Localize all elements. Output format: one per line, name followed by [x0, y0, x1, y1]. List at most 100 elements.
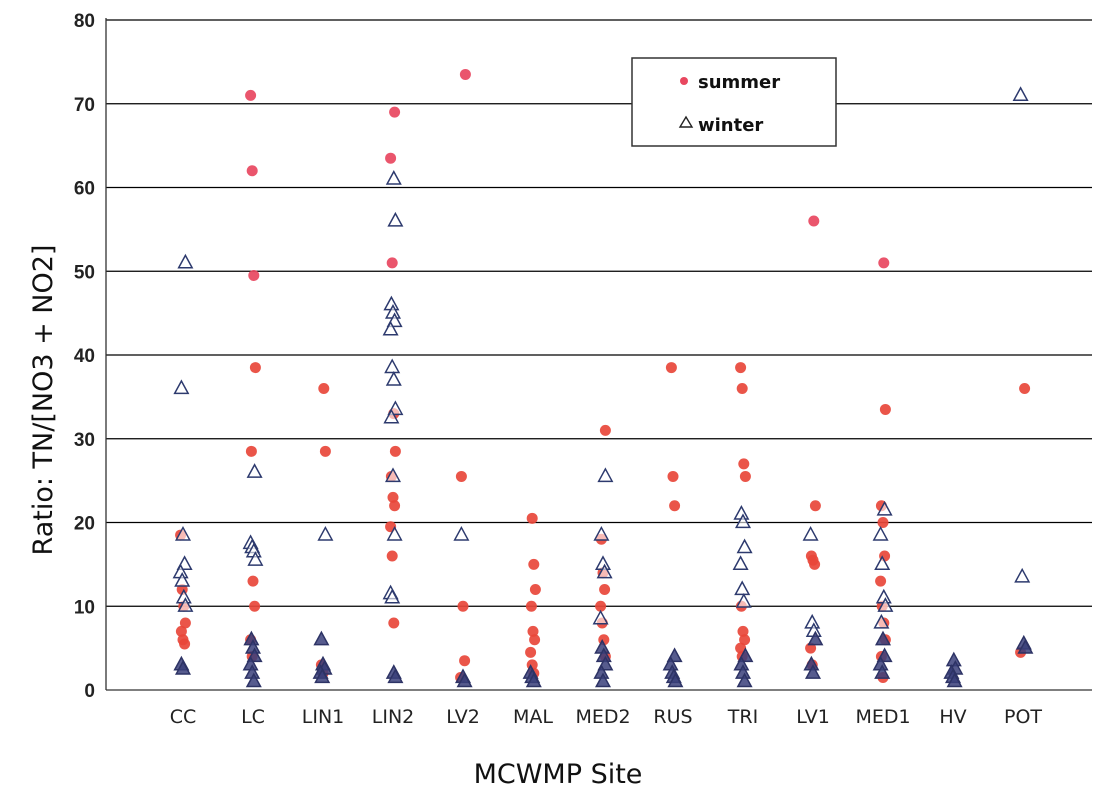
- summer-point: [385, 152, 397, 164]
- winter-point: [874, 555, 891, 570]
- winter-point: [525, 672, 542, 688]
- summer-point: [737, 625, 749, 637]
- summer-point: [877, 517, 889, 528]
- legend-box: [631, 57, 837, 147]
- summer-point: [526, 512, 538, 524]
- winter-point: [876, 500, 893, 516]
- summer-point: [879, 403, 891, 415]
- winter-point: [384, 467, 402, 483]
- winter-point: [736, 538, 753, 554]
- summer-point: [248, 269, 260, 281]
- summer-point: [735, 642, 747, 654]
- winter-point: [177, 253, 194, 269]
- summer-point: [247, 575, 259, 587]
- y-tick-label: 80: [74, 11, 95, 32]
- y-tick-label: 40: [74, 346, 95, 367]
- winter-point: [802, 525, 819, 541]
- summer-point: [738, 458, 750, 470]
- legend-summer-marker: [680, 77, 688, 85]
- winter-point: [873, 613, 890, 629]
- winter-point: [734, 513, 752, 529]
- x-axis-title: MCWMP Site: [474, 759, 643, 790]
- summer-point: [389, 106, 401, 118]
- x-tick-label: MED1: [855, 706, 910, 728]
- winter-point: [246, 463, 263, 478]
- legend-winter-label: winter: [698, 115, 763, 136]
- summer-point: [459, 655, 471, 667]
- winter-point: [387, 668, 404, 684]
- summer-point: [387, 491, 399, 503]
- summer-point: [527, 625, 539, 637]
- x-tick-label: LIN2: [372, 706, 415, 728]
- summer-point: [319, 445, 331, 457]
- winter-point: [313, 630, 330, 646]
- winter-point: [946, 672, 963, 688]
- winter-point: [314, 668, 331, 684]
- summer-point: [525, 600, 537, 612]
- winter-point: [174, 572, 191, 587]
- winter-point: [173, 379, 190, 395]
- winter-point: [382, 320, 399, 336]
- data-points: [172, 68, 1034, 688]
- summer-point: [246, 165, 258, 177]
- x-tick-label: MED2: [575, 706, 630, 728]
- y-axis-title: Ratio: TN/[NO3 + NO2]: [28, 245, 59, 556]
- winter-point: [597, 467, 614, 483]
- winter-point: [383, 408, 400, 424]
- x-tick-label: LV1: [796, 706, 830, 728]
- y-tick-label: 10: [74, 597, 95, 618]
- summer-point: [386, 257, 398, 269]
- x-tick-label: LC: [241, 706, 265, 728]
- winter-point: [874, 630, 892, 646]
- winter-point: [807, 630, 824, 646]
- summer-point: [175, 625, 187, 637]
- x-tick-labels: CC LC LIN1 LIN2 LV2 MAL MED2 RUS TRI LV1 MED1 HV POT: [170, 706, 1043, 728]
- winter-point: [667, 672, 684, 688]
- legend: summer winter: [631, 57, 837, 147]
- summer-point: [457, 600, 469, 612]
- summer-point: [455, 470, 467, 482]
- summer-point: [667, 470, 679, 482]
- winter-point: [1014, 567, 1031, 583]
- x-tick-label: CC: [170, 706, 197, 728]
- winter-point: [594, 672, 612, 688]
- winter-point: [592, 609, 609, 625]
- summer-point: [809, 558, 821, 570]
- y-tick-label: 0: [84, 681, 95, 702]
- winter-point: [456, 672, 473, 688]
- summer-point: [665, 362, 677, 374]
- winter-point: [317, 525, 334, 541]
- summer-point: [669, 500, 681, 512]
- summer-point: [529, 584, 541, 595]
- summer-point: [388, 617, 400, 629]
- winter-point: [385, 170, 402, 185]
- summer-point: [179, 638, 191, 650]
- summer-point: [318, 383, 330, 394]
- summer-point: [389, 445, 401, 457]
- summer-point: [525, 646, 537, 658]
- summer-point: [739, 634, 751, 646]
- winter-point: [596, 563, 613, 579]
- winter-point: [384, 588, 401, 604]
- winter-point: [734, 580, 751, 596]
- x-tick-label: RUS: [653, 706, 692, 728]
- winter-point: [1012, 86, 1029, 101]
- x-tick-label: TRI: [727, 706, 758, 728]
- summer-point: [245, 445, 257, 457]
- winter-point: [736, 672, 753, 688]
- x-tick-label: LIN1: [302, 706, 345, 728]
- y-tick-label: 50: [74, 262, 95, 283]
- y-tick-labels: 0 10 20 30 40 50 60 70 80: [74, 11, 95, 702]
- gridlines: [105, 18, 1092, 691]
- summer-point: [739, 470, 751, 482]
- winter-point: [387, 211, 404, 227]
- summer-point: [736, 383, 748, 394]
- winter-point: [174, 525, 192, 541]
- summer-point: [595, 600, 607, 612]
- winter-point: [453, 525, 470, 541]
- summer-point: [809, 500, 821, 512]
- summer-point: [389, 500, 401, 512]
- x-tick-label: HV: [939, 706, 966, 728]
- summer-point: [529, 634, 541, 646]
